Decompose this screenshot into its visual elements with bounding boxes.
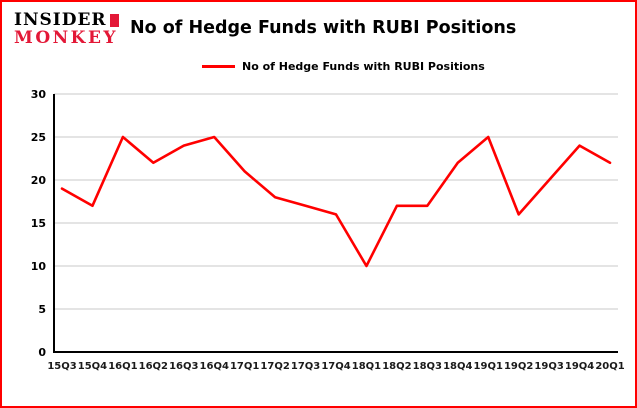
legend-line-swatch-icon <box>202 65 235 68</box>
y-tick-label: 25 <box>31 131 46 144</box>
chart-title: No of Hedge Funds with RUBI Positions <box>130 18 517 38</box>
y-tick-label: 30 <box>31 88 47 101</box>
x-tick-label: 19Q4 <box>565 361 594 372</box>
chart-legend: No of Hedge Funds with RUBI Positions <box>202 60 485 73</box>
x-tick-label: 19Q1 <box>474 361 503 372</box>
x-tick-label: 17Q3 <box>291 361 320 372</box>
x-tick-label: 16Q1 <box>108 361 137 372</box>
y-tick-label: 10 <box>31 260 47 273</box>
x-tick-label: 17Q4 <box>321 361 350 372</box>
x-tick-label: 18Q3 <box>413 361 442 372</box>
x-tick-label: 16Q3 <box>169 361 198 372</box>
x-tick-label: 19Q2 <box>504 361 533 372</box>
x-tick-label: 15Q4 <box>78 361 107 372</box>
logo-text-insider: INSIDER <box>14 10 107 30</box>
x-tick-label: 16Q2 <box>139 361 168 372</box>
logo-line1: INSIDER <box>14 10 119 30</box>
x-tick-label: 20Q1 <box>595 361 624 372</box>
logo-text-monkey: MONKEY <box>14 27 119 48</box>
logo-red-block-icon <box>109 14 119 28</box>
y-tick-label: 0 <box>38 346 46 359</box>
x-tick-label: 15Q3 <box>47 361 76 372</box>
insider-monkey-logo: INSIDER MONKEY <box>14 10 119 48</box>
x-tick-label: 17Q1 <box>230 361 259 372</box>
y-tick-label: 20 <box>31 174 47 187</box>
x-tick-label: 16Q4 <box>200 361 229 372</box>
x-tick-label: 18Q4 <box>443 361 472 372</box>
chart-area: 0 5 10 15 20 25 30 15Q3 15Q4 16Q1 16Q2 16Q3 16Q4 17Q1… <box>8 82 631 392</box>
x-tick-label: 18Q2 <box>382 361 411 372</box>
y-tick-label: 5 <box>38 303 46 316</box>
x-tick-label: 17Q2 <box>260 361 289 372</box>
line-chart-svg: 0 5 10 15 20 25 30 15Q3 15Q4 16Q1 16Q2 16Q3 16Q4 17Q1… <box>31 88 625 372</box>
y-tick-label: 15 <box>31 217 46 230</box>
legend-label: No of Hedge Funds with RUBI Positions <box>242 60 485 73</box>
x-tick-label: 19Q3 <box>534 361 563 372</box>
x-tick-label: 18Q1 <box>352 361 381 372</box>
